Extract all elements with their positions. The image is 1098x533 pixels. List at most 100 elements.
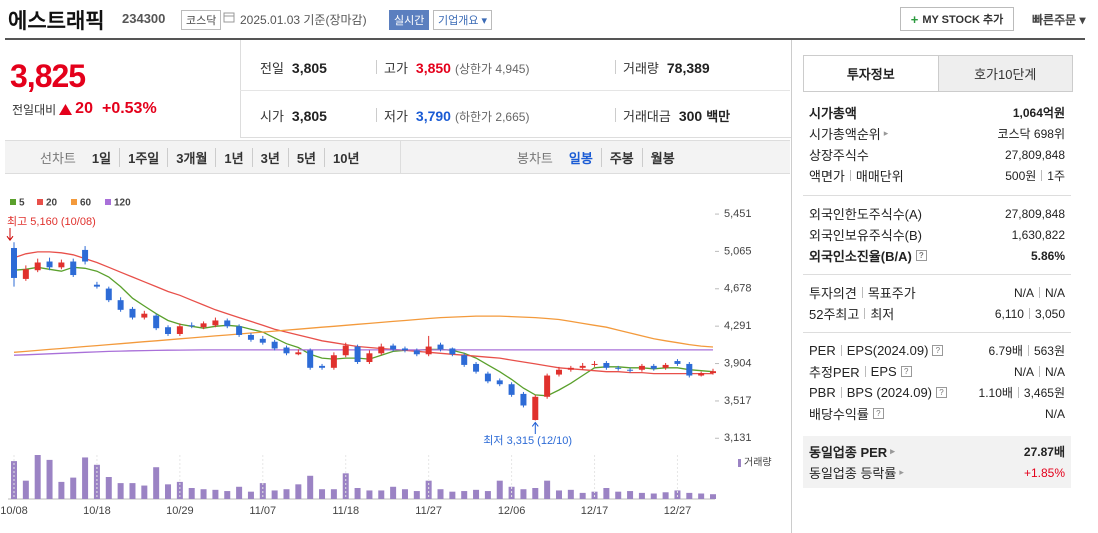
volume-bar [674,490,681,499]
help-icon[interactable]: ? [936,387,948,398]
help-icon[interactable]: ? [932,345,944,356]
info-value: N/A [1045,407,1065,421]
legend-label: 120 [114,198,131,209]
moving-average [13,251,713,375]
candle-body [354,346,361,363]
volume-bar [484,491,491,499]
y-tick-label: 5,451 [724,208,752,220]
quote-value: 3,805 [291,60,327,76]
candle-body [212,320,219,326]
period-tab[interactable]: 월봉 [641,148,683,167]
volume-bar [70,477,77,499]
candle-body [532,396,539,420]
header-rule [5,38,1085,40]
moving-average [13,349,713,356]
label-part: 매매단위 [855,169,904,184]
market-badge: 코스닥 [181,10,222,30]
candle-body [366,353,373,363]
info-value: 500원 1주 [1005,167,1065,184]
help-icon[interactable]: ? [872,408,884,419]
legend-swatch [105,199,111,205]
period-tab[interactable]: 10년 [324,148,367,167]
candle-period-group: 일봉 주봉 월봉 [561,148,683,167]
volume-bar [129,483,136,499]
value-part: 1,064억원 [1012,106,1065,120]
period-tab[interactable]: 1년 [215,148,251,167]
legend-swatch [37,199,43,205]
candle-body [165,327,172,334]
period-tab[interactable]: 주봉 [600,148,642,167]
candle-body [449,348,456,355]
volume-bar [212,489,219,499]
volume-bar [532,488,539,499]
candle-body [496,380,503,385]
info-section: 시가총액 1,064억원 시가총액순위 ▸ 코스닥 698위 상장주식수 27,809,84… [803,102,1071,195]
label-part[interactable]: 시가총액순위 [809,127,881,142]
candle-body [247,334,254,340]
help-icon[interactable]: ? [915,250,927,261]
candle-chart-label: 봉차트 [517,151,553,166]
period-tab[interactable]: 1일 [91,151,112,166]
quote-note: (상한가 4,945) [454,62,530,76]
label-part: 액면가 [809,169,845,184]
calendar-icon [223,12,235,23]
x-tick-label: 10/29 [166,505,194,517]
volume-bar [473,489,480,499]
label-part[interactable]: 동일업종 PER [809,445,888,460]
candle-body [70,261,77,276]
period-tab[interactable]: 1주일 [119,148,167,167]
volume-bar [698,493,705,499]
volume-legend-swatch [738,459,741,467]
period-tab[interactable]: 3개월 [167,148,215,167]
mystock-button[interactable]: + MY STOCK 추가 [900,7,1014,31]
candle-body [295,352,302,355]
link-arrow: ▸ [899,467,904,477]
label-part[interactable]: 동일업종 등락률 [809,466,897,481]
quote-cell: 거래대금 300 백만 [623,106,730,125]
volume-bar [93,464,100,499]
period-tab[interactable]: 일봉 [568,151,593,166]
candle-body [591,363,598,365]
help-icon[interactable]: ? [900,366,912,377]
volume-bar [354,488,361,499]
quote-box [240,40,791,138]
candle-body [153,315,160,329]
info-row: 시가총액순위 ▸ 코스닥 698위 [809,123,1065,144]
info-tabs: 투자정보 호가10단계 [803,55,1073,92]
info-panel: 시가총액 1,064억원 시가총액순위 ▸ 코스닥 698위 상장주식수 27,809,84… [803,102,1071,488]
info-label: 액면가 매매단위 [809,166,904,185]
info-value: 27.87배 [1024,443,1065,460]
info-label: 52주최고 최저 [809,304,894,323]
candle-body [319,365,326,368]
line-period-group: 1일 1주일 3개월 1년 3년 5년 10년 [84,148,368,167]
info-tab[interactable]: 투자정보 [846,67,895,82]
candle-body [58,262,65,268]
realtime-badge[interactable]: 실시간 [389,10,430,30]
volume-bar [117,483,124,499]
separator [1038,366,1040,377]
cell-divider [376,60,377,74]
candle-body [378,346,385,354]
value-part: 500원 [1005,169,1037,183]
info-tab[interactable]: 호가10단계 [937,56,1072,91]
info-row: 동일업종 등락률 ▸ +1.85% [809,462,1065,483]
volume-bar [378,490,385,499]
quote-label: 고가 [384,61,408,76]
volume-bar [46,459,53,499]
company-menu[interactable]: 기업개요 ▾ [433,10,493,30]
candle-body [390,345,397,350]
candle-body [473,363,480,372]
label-part: PBR [809,385,836,400]
volume-bar [449,491,456,499]
period-tab[interactable]: 5년 [287,148,324,167]
volume-bar [319,489,326,499]
period-tab[interactable]: 3년 [251,148,288,167]
x-tick-label: 12/06 [498,505,526,517]
quick-order[interactable]: 빠른주문 ▾ [1032,13,1086,27]
y-tick-label: 5,065 [724,245,752,257]
label-part: 목표주가 [867,286,916,301]
volume-bar [247,491,254,499]
label-part: 52주최고 [809,307,860,322]
